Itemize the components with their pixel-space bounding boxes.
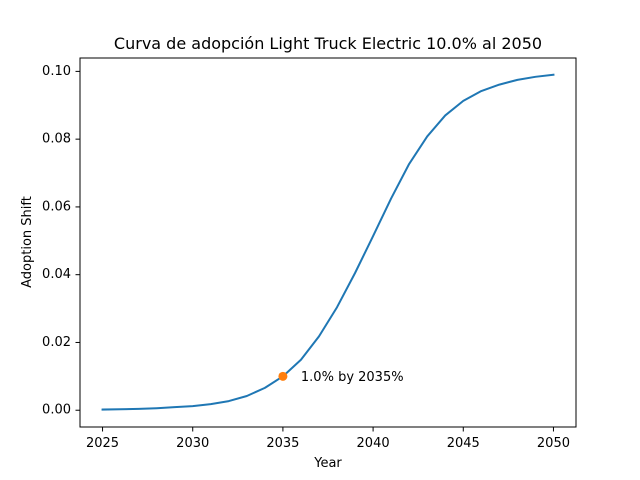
y-tick-label: 0.00: [42, 403, 71, 418]
y-tick-label: 0.08: [42, 132, 71, 147]
x-tick-label: 2050: [537, 436, 570, 451]
y-axis-label: Adoption Shift: [20, 196, 35, 288]
x-tick-label: 2035: [266, 436, 299, 451]
highlight-point-marker: [278, 371, 288, 381]
series-line-0: [101, 73, 555, 411]
plot-frame: [79, 57, 577, 428]
plot-area: 1.0% by 2035% 2025 2030 2035 2040 2045 2050 0.0…: [42, 57, 577, 451]
highlight-annotation: 1.0% by 2035%: [301, 370, 404, 385]
x-tick-label: 2030: [176, 436, 209, 451]
y-tick-label: 0.02: [42, 335, 71, 350]
x-tick-label: 2040: [357, 436, 390, 451]
y-tick-label: 0.10: [42, 64, 71, 79]
y-tick-label: 0.04: [42, 267, 71, 282]
chart-title: Curva de adopción Light Truck Electric 1…: [114, 34, 542, 53]
y-tick-label: 0.06: [42, 199, 71, 214]
x-tick-label: 2025: [86, 436, 119, 451]
x-tick-label: 2045: [447, 436, 480, 451]
x-axis-label: Year: [313, 456, 342, 471]
